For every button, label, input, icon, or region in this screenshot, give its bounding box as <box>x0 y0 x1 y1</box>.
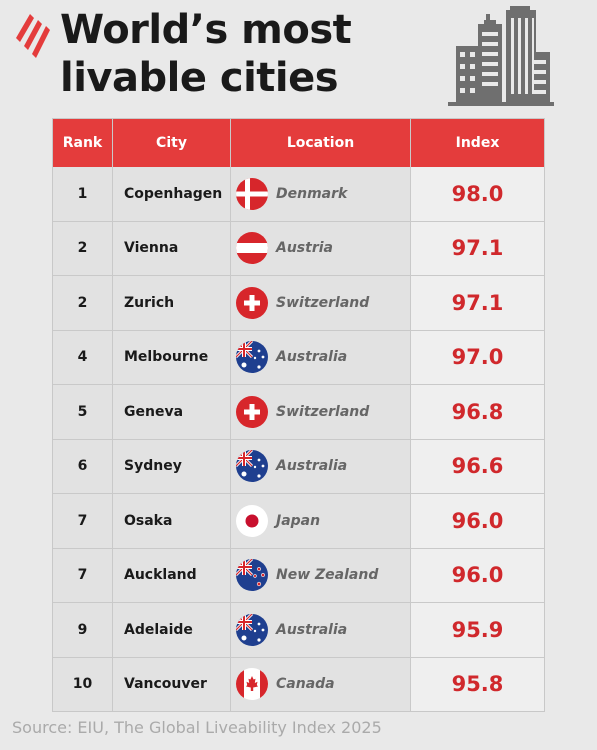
title-line-2: livable cities <box>60 55 339 101</box>
index-cell: 96.8 <box>410 385 544 439</box>
table-row: 4 Melbourne Australia 97.0 <box>53 329 544 384</box>
rank-cell: 6 <box>53 439 112 493</box>
switzerland-flag-icon <box>236 286 268 319</box>
city-cell: Vancouver <box>112 657 230 711</box>
rank-cell: 4 <box>53 330 112 384</box>
index-cell: 95.9 <box>410 603 544 657</box>
rank-cell: 7 <box>53 494 112 548</box>
index-cell: 97.0 <box>410 330 544 384</box>
country-name: Switzerland <box>276 403 370 420</box>
index-value: 96.0 <box>451 563 504 588</box>
country-name: Canada <box>276 676 335 693</box>
index-cell: 96.0 <box>410 548 544 602</box>
location-cell: Australia <box>230 603 410 657</box>
index-value: 95.9 <box>451 617 504 642</box>
index-value: 98.0 <box>451 181 504 206</box>
new-zealand-flag-icon <box>236 559 268 592</box>
index-value: 96.6 <box>451 454 504 479</box>
index-value: 96.8 <box>451 399 504 424</box>
city-cell: Geneva <box>112 385 230 439</box>
rank-cell: 2 <box>53 221 112 275</box>
index-value: 97.0 <box>451 345 504 370</box>
location-cell: Australia <box>230 330 410 384</box>
country-name: Australia <box>276 621 348 638</box>
location-cell: Switzerland <box>230 276 410 330</box>
table-row: 1 Copenhagen Denmark 98.0 <box>53 167 544 221</box>
header-city: City <box>112 119 230 167</box>
sbs-logo-icon <box>16 14 50 58</box>
country-name: Switzerland <box>276 294 370 311</box>
switzerland-flag-icon <box>236 395 268 428</box>
table-row: 7 Osaka Japan 96.0 <box>53 493 544 548</box>
index-cell: 97.1 <box>410 276 544 330</box>
title-line-1: World’s most <box>60 7 352 53</box>
location-cell: Denmark <box>230 167 410 221</box>
index-value: 95.8 <box>451 672 504 697</box>
index-cell: 97.1 <box>410 221 544 275</box>
page-title: World’s most livable cities <box>60 6 420 102</box>
table-row: 5 Geneva Switzerland 96.8 <box>53 384 544 439</box>
index-value: 96.0 <box>451 508 504 533</box>
location-cell: Canada <box>230 657 410 711</box>
canada-flag-icon <box>236 668 268 701</box>
country-name: Japan <box>276 512 321 529</box>
country-name: Australia <box>276 458 348 475</box>
table-row: 10 Vancouver Canada 95.8 <box>53 656 544 711</box>
austria-flag-icon <box>236 232 268 265</box>
country-name: Denmark <box>276 185 348 202</box>
header-location: Location <box>230 119 410 167</box>
city-cell: Osaka <box>112 494 230 548</box>
index-value: 97.1 <box>451 290 504 315</box>
city-cell: Adelaide <box>112 603 230 657</box>
city-cell: Melbourne <box>112 330 230 384</box>
location-cell: Japan <box>230 494 410 548</box>
header-index: Index <box>410 119 544 167</box>
country-name: Australia <box>276 349 348 366</box>
index-value: 97.1 <box>451 236 504 261</box>
table-row: 9 Adelaide Australia 95.9 <box>53 602 544 657</box>
rank-cell: 2 <box>53 276 112 330</box>
country-name: Austria <box>276 240 333 257</box>
country-name: New Zealand <box>276 567 379 584</box>
table-body: 1 Copenhagen Denmark 98.0 2 Vienna Austr… <box>53 167 544 711</box>
rank-cell: 7 <box>53 548 112 602</box>
index-cell: 96.6 <box>410 439 544 493</box>
location-cell: Austria <box>230 221 410 275</box>
livable-cities-table: Rank City Location Index 1 Copenhagen De… <box>52 118 545 712</box>
city-cell: Zurich <box>112 276 230 330</box>
table-row: 6 Sydney Australia 96.6 <box>53 438 544 493</box>
australia-flag-icon <box>236 341 268 374</box>
table-row: 2 Zurich Switzerland 97.1 <box>53 275 544 330</box>
table-row: 7 Auckland New Zealand 96.0 <box>53 547 544 602</box>
city-cell: Vienna <box>112 221 230 275</box>
header-rank: Rank <box>62 135 103 151</box>
rank-cell: 9 <box>53 603 112 657</box>
index-cell: 95.8 <box>410 657 544 711</box>
table-header-row: Rank City Location Index <box>53 119 544 167</box>
city-cell: Copenhagen <box>112 167 230 221</box>
location-cell: Switzerland <box>230 385 410 439</box>
city-cell: Sydney <box>112 439 230 493</box>
australia-flag-icon <box>236 450 268 483</box>
location-cell: Australia <box>230 439 410 493</box>
rank-cell: 1 <box>53 167 112 221</box>
city-cell: Auckland <box>112 548 230 602</box>
denmark-flag-icon <box>236 177 268 210</box>
rank-cell: 5 <box>53 385 112 439</box>
city-buildings-icon <box>448 6 554 106</box>
japan-flag-icon <box>236 504 268 537</box>
rank-cell: 10 <box>53 657 112 711</box>
table-row: 2 Vienna Austria 97.1 <box>53 220 544 275</box>
australia-flag-icon <box>236 613 268 646</box>
index-cell: 96.0 <box>410 494 544 548</box>
index-cell: 98.0 <box>410 167 544 221</box>
location-cell: New Zealand <box>230 548 410 602</box>
source-note: Source: EIU, The Global Liveability Inde… <box>12 718 382 737</box>
